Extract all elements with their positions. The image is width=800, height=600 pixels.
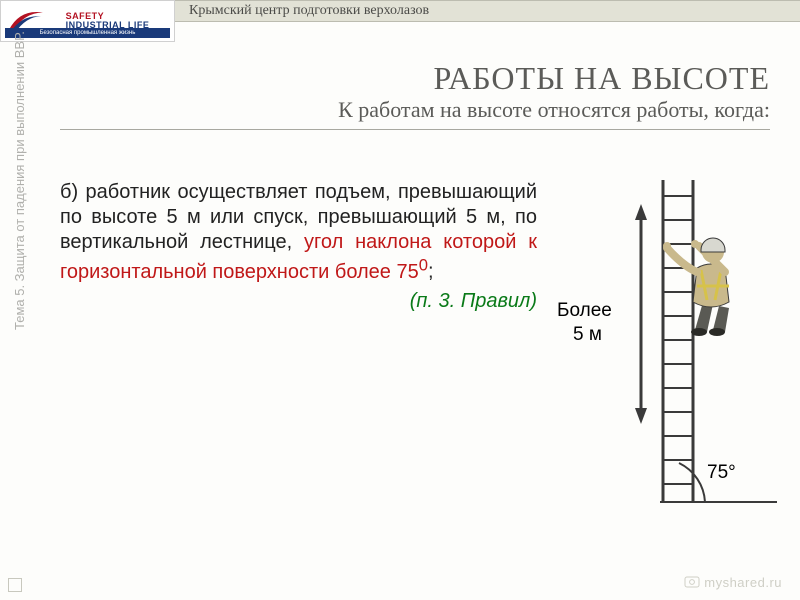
body-black2: ;	[428, 261, 434, 283]
watermark-text: myshared.ru	[704, 575, 782, 590]
worker-icon	[663, 238, 729, 336]
logo-band: Безопасная промышленная жизнь	[5, 28, 170, 38]
page-marker	[8, 578, 22, 592]
label-more: Более	[557, 300, 612, 322]
body-green: (п. 3. Правил)	[60, 289, 537, 314]
org-name: Крымский центр подготовки верхолазов	[175, 0, 800, 22]
side-topic-label: Тема 5. Защита от падения при выполнении…	[12, 31, 27, 330]
page-title: РАБОТЫ НА ВЫСОТЕ	[60, 60, 770, 97]
label-angle: 75°	[707, 462, 736, 484]
title-block: РАБОТЫ НА ВЫСОТЕ К работам на высоте отн…	[60, 60, 770, 123]
topbar: SAFETY INDUSTRIAL LIFE Безопасная промыш…	[0, 0, 800, 42]
label-5m: 5 м	[573, 324, 602, 346]
page-subtitle: К работам на высоте относятся работы, ко…	[60, 97, 770, 123]
watermark-icon	[684, 576, 700, 588]
body-sup: 0	[419, 255, 428, 274]
body-row: б) работник осуществляет подъем, превыша…	[60, 180, 780, 510]
title-rule	[60, 129, 770, 130]
ladder-diagram: Более 5 м 75°	[555, 180, 780, 510]
watermark: myshared.ru	[684, 575, 782, 590]
body-text: б) работник осуществляет подъем, превыша…	[60, 180, 555, 510]
